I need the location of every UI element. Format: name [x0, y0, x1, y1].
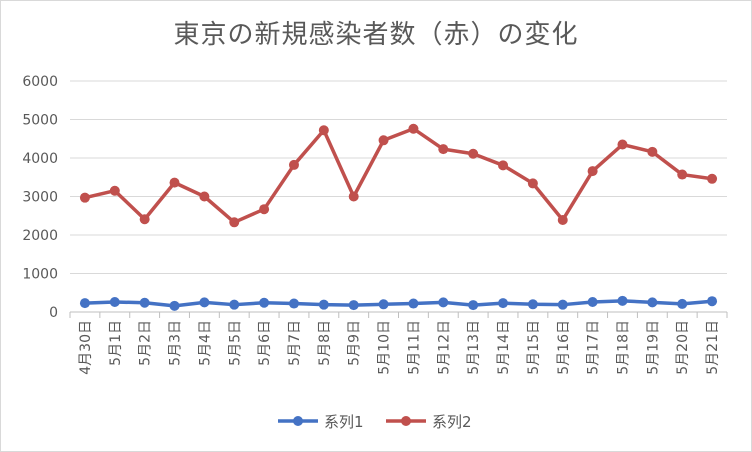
- x-axis: 4月30日 5月1日 5月2日 5月3日 5月4日 5月5日 5月6日 5月7日 5月8日 5月9…: [69, 311, 728, 375]
- data-point: [79, 192, 90, 203]
- x-tick-label: 5月2日: [138, 320, 154, 366]
- data-point: [348, 300, 359, 311]
- data-point: [259, 204, 270, 215]
- y-tick-label: 6000: [22, 74, 58, 90]
- data-point: [498, 298, 509, 309]
- x-tick-label: 5月4日: [197, 320, 213, 366]
- legend-label: 系列2: [432, 413, 472, 431]
- data-point: [348, 191, 359, 202]
- x-tick-label: 5月21日: [705, 320, 721, 375]
- x-tick-label: 5月1日: [108, 320, 124, 366]
- x-tick-label: 5月7日: [287, 320, 303, 366]
- series-1: [79, 295, 718, 311]
- data-point: [587, 166, 598, 177]
- data-point: [527, 299, 538, 310]
- data-point: [318, 299, 329, 310]
- data-point: [408, 298, 419, 309]
- data-point: [707, 173, 718, 184]
- x-tick-label: 5月20日: [675, 320, 691, 375]
- data-point: [557, 299, 568, 310]
- data-point: [707, 296, 718, 307]
- series-2: [79, 123, 718, 228]
- legend-item-2: 系列2: [386, 413, 472, 431]
- x-tick-label: 5月14日: [496, 320, 512, 375]
- x-tick-label: 4月30日: [78, 320, 94, 375]
- x-tick-label: 5月17日: [586, 320, 602, 375]
- x-tick-label: 5月8日: [317, 320, 333, 366]
- data-point: [587, 296, 598, 307]
- data-point: [647, 146, 658, 157]
- gridlines: [70, 80, 727, 274]
- data-point: [378, 299, 389, 310]
- chart-title: 東京の新規感染者数（赤）の変化: [173, 20, 579, 50]
- data-point: [259, 297, 270, 308]
- data-point: [109, 185, 120, 196]
- data-point: [288, 298, 299, 309]
- x-tick-label: 5月18日: [615, 320, 631, 375]
- y-tick-label: 3000: [22, 190, 58, 206]
- legend-item-1: 系列1: [278, 413, 364, 431]
- data-point: [438, 297, 449, 308]
- data-point: [498, 160, 509, 171]
- series-line: [84, 299, 713, 308]
- x-tick-label: 5月5日: [227, 320, 243, 366]
- data-point: [109, 296, 120, 307]
- legend-marker: [293, 416, 303, 426]
- data-point: [408, 123, 419, 134]
- data-point: [79, 298, 90, 309]
- x-tick-label: 5月11日: [406, 320, 422, 375]
- data-point: [677, 169, 688, 180]
- legend-marker: [401, 416, 411, 426]
- y-tick-label: 0: [49, 305, 58, 321]
- data-point: [557, 214, 568, 225]
- data-point: [438, 144, 449, 155]
- x-tick-label: 5月16日: [556, 320, 572, 375]
- x-tick-label: 5月9日: [347, 320, 363, 366]
- data-point: [617, 295, 628, 306]
- data-point: [527, 178, 538, 189]
- data-point: [139, 214, 150, 225]
- data-point: [617, 139, 628, 150]
- x-tick-label: 5月12日: [436, 320, 452, 375]
- data-point: [199, 191, 210, 202]
- data-point: [468, 300, 479, 311]
- x-tick-label: 5月19日: [645, 320, 661, 375]
- y-tick-label: 5000: [22, 113, 58, 129]
- data-point: [199, 297, 210, 308]
- legend: 系列1 系列2: [278, 413, 472, 431]
- data-point: [169, 300, 180, 311]
- data-point: [169, 177, 180, 188]
- y-tick-label: 1000: [22, 267, 58, 283]
- series-line: [84, 126, 713, 225]
- y-tick-label: 4000: [22, 151, 58, 167]
- x-tick-label: 5月3日: [168, 320, 184, 366]
- data-point: [288, 159, 299, 170]
- data-point: [468, 148, 479, 159]
- data-point: [229, 217, 240, 228]
- x-tick-label: 5月10日: [377, 320, 393, 375]
- x-tick-label: 5月6日: [257, 320, 273, 366]
- series-layer: [79, 123, 718, 311]
- data-point: [647, 297, 658, 308]
- data-point: [229, 299, 240, 310]
- data-point: [378, 135, 389, 146]
- y-tick-label: 2000: [22, 228, 58, 244]
- x-tick-label: 5月13日: [466, 320, 482, 375]
- data-point: [139, 297, 150, 308]
- data-point: [318, 125, 329, 136]
- legend-label: 系列1: [324, 413, 364, 431]
- y-axis: 0 1000 2000 3000 4000 5000 6000: [22, 74, 58, 321]
- data-point: [677, 298, 688, 309]
- x-tick-label: 5月15日: [526, 320, 542, 375]
